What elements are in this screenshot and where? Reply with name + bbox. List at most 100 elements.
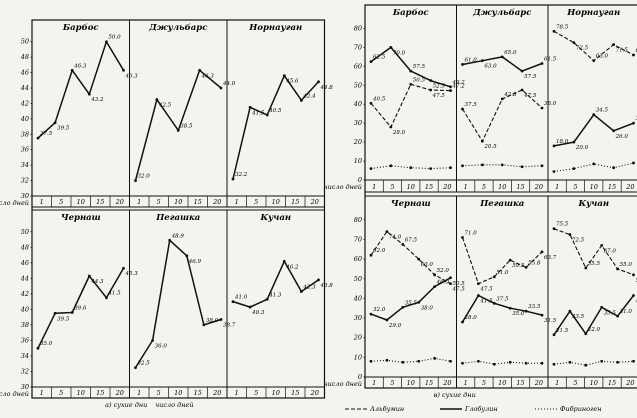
series-line-main xyxy=(37,267,125,349)
panel-title: Норнауган xyxy=(566,8,620,18)
data-point xyxy=(552,144,556,148)
x-tick-label: 10 xyxy=(174,198,182,206)
x-tick-label: 1 xyxy=(235,198,239,206)
data-label: 34.5 xyxy=(596,108,609,114)
data-label: 37.5 xyxy=(465,102,478,108)
y-tick-label: 0 xyxy=(358,176,362,184)
data-point xyxy=(369,101,373,105)
chart-frame xyxy=(31,19,326,399)
data-label: 71.0 xyxy=(465,231,478,237)
panel-title: Барбос xyxy=(62,22,100,33)
data-point xyxy=(492,301,496,305)
data-label: 41.0 xyxy=(234,295,248,301)
series-line-Фибриноген xyxy=(370,165,451,170)
data-point xyxy=(540,250,544,254)
data-point xyxy=(151,339,155,342)
data-label: 62.5 xyxy=(373,55,386,61)
x-tick-label: 15 xyxy=(425,183,433,191)
x-tick-label: 5 xyxy=(573,379,577,387)
data-point xyxy=(520,88,524,92)
data-point xyxy=(524,309,528,313)
data-point xyxy=(401,305,405,309)
data-point xyxy=(265,113,269,117)
data-point xyxy=(616,314,619,318)
data-label: 52.5 xyxy=(433,84,446,90)
data-point xyxy=(540,313,544,317)
data-label: 47.5 xyxy=(432,93,446,99)
panel-title: Барбос xyxy=(392,7,430,18)
x-tick-label: 5 xyxy=(59,389,63,397)
data-point xyxy=(461,236,464,239)
series-line-Фибриноген xyxy=(553,360,634,366)
data-point xyxy=(134,179,137,182)
data-point xyxy=(369,253,373,257)
series-line-Альбумин xyxy=(553,228,634,276)
x-tick-label: 10 xyxy=(272,389,280,397)
legend-label: Альбумин xyxy=(369,405,404,413)
data-point xyxy=(461,107,464,111)
data-label: 48.9 xyxy=(171,233,185,239)
data-label: 41.5 xyxy=(635,298,637,304)
x-tick-label: 5 xyxy=(157,389,161,397)
data-label: 40.3 xyxy=(251,310,265,316)
data-point xyxy=(508,258,512,262)
data-label: 55.8 xyxy=(528,260,541,266)
x-tick-label: 15 xyxy=(96,198,104,206)
data-point xyxy=(568,233,572,236)
data-label: 46.9 xyxy=(188,259,202,265)
x-tick-label: 20 xyxy=(115,198,124,206)
x-tick-label: 1 xyxy=(137,389,141,397)
data-point xyxy=(105,40,108,44)
series-line-main xyxy=(37,40,125,139)
data-label: 38.0 xyxy=(544,101,557,107)
data-point xyxy=(520,69,524,73)
data-label: 46.0 xyxy=(436,280,450,286)
data-label: 42.3 xyxy=(302,285,316,291)
panel-Норнауган: Норнауган 78.5 72.5 63.0 71.5 66.0 18.0 20.0 34.… xyxy=(552,8,637,173)
data-label: 38.5 xyxy=(180,123,193,129)
data-point xyxy=(282,259,286,263)
data-point xyxy=(385,230,389,234)
x-tick-label: 10 xyxy=(77,198,85,206)
data-point xyxy=(524,361,528,365)
data-point xyxy=(500,97,504,101)
series-line-main xyxy=(134,69,222,181)
data-point xyxy=(520,165,524,169)
data-point xyxy=(572,41,576,45)
y-tick-label: 70 xyxy=(354,235,362,243)
x-tick-label: 10 xyxy=(77,389,85,397)
data-label: 50.0 xyxy=(108,35,121,41)
data-label: 20.5 xyxy=(483,144,497,150)
data-label: 32.0 xyxy=(138,174,151,180)
series-line-Фибриноген xyxy=(370,357,451,363)
data-point xyxy=(524,265,528,269)
y-tick-label: 60 xyxy=(354,255,362,263)
data-label: 71.5 xyxy=(616,48,629,54)
data-point xyxy=(632,294,635,297)
y-axis-label: число дней xyxy=(0,390,29,398)
data-label: 47.2 xyxy=(452,84,466,90)
data-point xyxy=(122,68,125,72)
x-tick-label: 20 xyxy=(442,379,451,387)
x-tick-label: 15 xyxy=(425,379,433,387)
data-label: 42.8 xyxy=(503,92,517,98)
data-point xyxy=(508,360,512,364)
x-tick-label: 15 xyxy=(291,198,299,206)
series-line-main xyxy=(134,239,222,368)
series-line-main xyxy=(232,74,320,180)
x-tick-label: 15 xyxy=(291,389,299,397)
data-label: 32.5 xyxy=(138,361,151,367)
x-tick-label: 1 xyxy=(40,198,44,206)
data-label: 31.5 xyxy=(544,318,557,324)
data-label: 78.5 xyxy=(556,24,569,30)
x-tick-label: 15 xyxy=(516,183,524,191)
data-point xyxy=(417,300,421,304)
data-label: 45.3 xyxy=(125,271,139,277)
x-tick-label: 1 xyxy=(464,379,468,387)
y-tick-label: 30 xyxy=(354,119,362,127)
data-label: 39.5 xyxy=(57,126,70,132)
series-line-Альбумин xyxy=(461,237,543,285)
data-label: 29.0 xyxy=(388,323,402,329)
data-label: 46.3 xyxy=(201,73,215,79)
